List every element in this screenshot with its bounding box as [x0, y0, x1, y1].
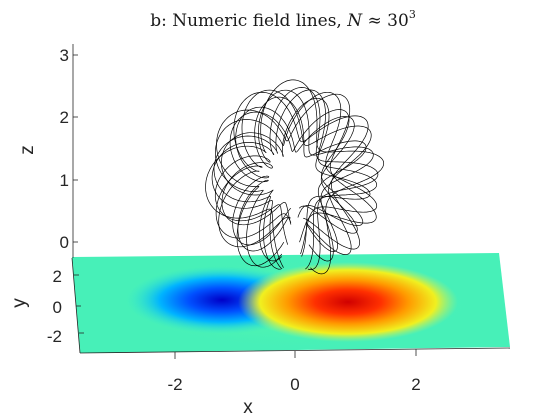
field-lines: [205, 79, 385, 275]
field-line: [232, 106, 358, 246]
chart-title: b: Numeric field lines, N ≈ 303: [150, 8, 416, 31]
axes: [71, 44, 511, 354]
field-line: [221, 96, 367, 253]
y-axis-label: y: [9, 298, 30, 308]
field-line: [215, 91, 378, 268]
field-line: [214, 89, 374, 262]
x-tick-label: -2: [167, 375, 182, 394]
z-tick-label: 1: [60, 171, 69, 190]
z-axis-label: z: [17, 145, 38, 155]
x-tick-label: 2: [411, 375, 420, 394]
z-tick-label: 3: [60, 46, 69, 65]
tick-marks: [73, 54, 417, 359]
x-tick-label: 0: [290, 375, 299, 394]
y-tick-label: -2: [47, 327, 62, 346]
y-tick-label: 0: [53, 298, 62, 317]
field-line: [213, 89, 378, 270]
z-tick-label: 2: [60, 108, 69, 127]
surface-plane: [72, 253, 510, 353]
y-tick-label: 2: [53, 267, 62, 286]
positive-pole: [238, 262, 458, 342]
z-tick-label: 0: [60, 233, 69, 252]
y-axis-line: [71, 257, 81, 354]
x-axis-label: x: [243, 397, 253, 418]
field-line: [216, 93, 377, 267]
field-line: [221, 97, 371, 262]
field-line: [215, 89, 372, 255]
field-line: [229, 109, 364, 252]
field-line: [218, 91, 369, 250]
x-axis-line: [79, 347, 511, 354]
